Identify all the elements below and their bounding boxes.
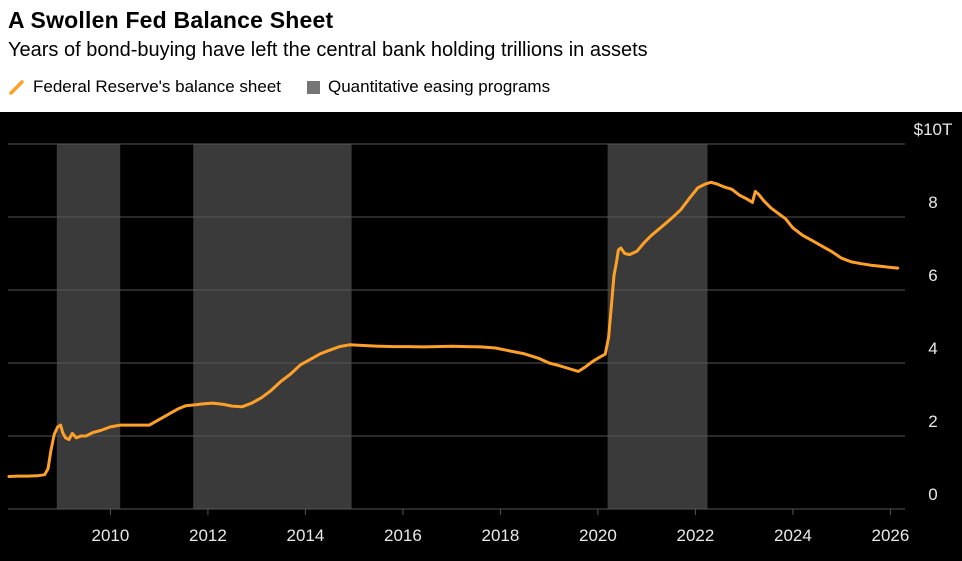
qe-band	[193, 144, 352, 509]
qe-band	[56, 144, 121, 509]
x-axis-label: 2014	[286, 526, 324, 545]
legend: Federal Reserve's balance sheet Quantita…	[8, 77, 952, 97]
y-axis-label: 2	[928, 412, 937, 431]
legend-item-balance-sheet: Federal Reserve's balance sheet	[8, 77, 281, 97]
line-series-marker-icon	[9, 79, 24, 95]
legend-label-qe: Quantitative easing programs	[328, 77, 551, 96]
x-axis-label: 2010	[91, 526, 129, 545]
chart-header: A Swollen Fed Balance Sheet Years of bon…	[0, 0, 962, 112]
chart-subtitle: Years of bond-buying have left the centr…	[8, 39, 648, 61]
x-axis-label: 2012	[189, 526, 227, 545]
fed-balance-sheet-chart: 0 2 4 6 8 $10T 2010 2012 2014 2016 2018 2020 2022 202…	[0, 112, 962, 561]
x-axis-label: 2020	[579, 526, 617, 545]
y-axis-labels: 0 2 4 6 8 $10T	[914, 120, 953, 504]
balance-sheet-line	[7, 180, 900, 478]
legend-label-balance-sheet: Federal Reserve's balance sheet	[33, 77, 281, 96]
y-axis-label: $10T	[914, 120, 953, 139]
y-axis-label: 4	[928, 339, 937, 358]
qe-band-marker-icon	[307, 80, 320, 94]
y-axis-label: 0	[928, 485, 937, 504]
qe-band-group	[56, 144, 708, 509]
qe-band	[607, 144, 708, 509]
y-axis-label: 8	[928, 193, 937, 212]
x-axis-label: 2026	[871, 526, 909, 545]
x-axis-labels: 2010 2012 2014 2016 2018 2020 2022 2024 2026	[91, 526, 909, 545]
x-axis-label: 2022	[676, 526, 714, 545]
x-axis-label: 2024	[774, 526, 812, 545]
x-axis-label: 2018	[481, 526, 519, 545]
legend-item-qe: Quantitative easing programs	[307, 77, 550, 97]
x-axis-label: 2016	[384, 526, 422, 545]
gridline-group	[8, 143, 905, 515]
y-axis-label: 6	[928, 266, 937, 285]
page-title: A Swollen Fed Balance Sheet	[8, 7, 334, 33]
